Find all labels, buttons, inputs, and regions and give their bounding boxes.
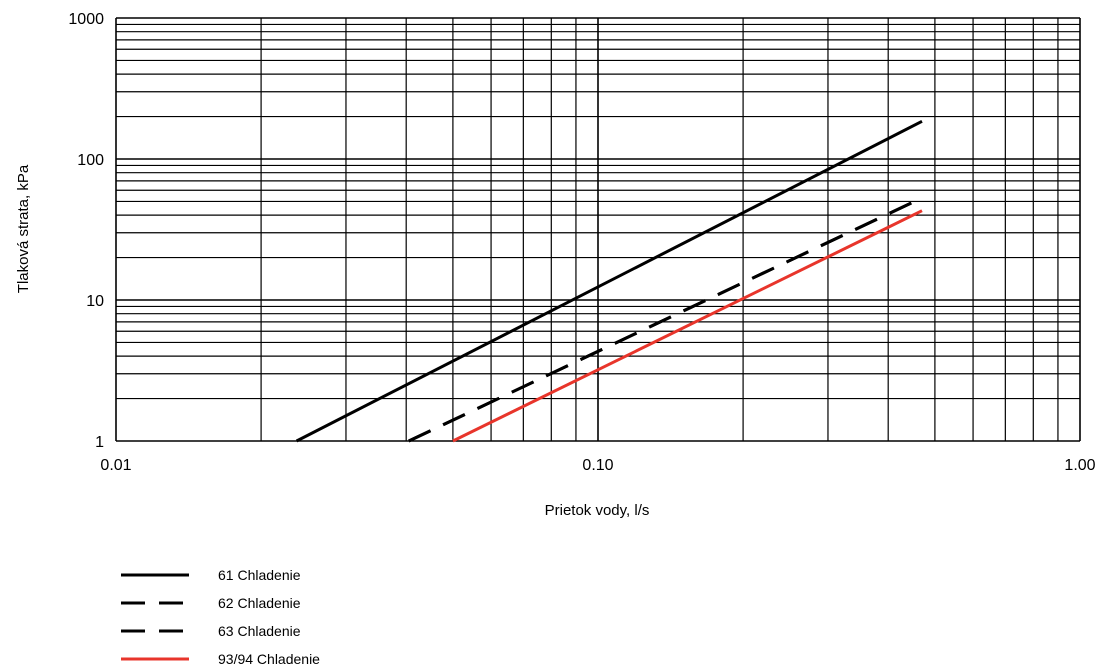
legend-label: 61 Chladenie — [218, 567, 301, 583]
legend-label: 63 Chladenie — [218, 623, 301, 639]
x-tick-label: 1.00 — [1064, 457, 1095, 474]
x-tick-labels: 0.01 0.10 1.00 — [100, 457, 1095, 474]
y-tick-label: 100 — [77, 152, 104, 169]
y-tick-label: 10 — [86, 293, 104, 310]
series-line-1 — [295, 119, 923, 443]
y-tick-labels: 1 10 100 1000 — [68, 11, 104, 451]
legend-item: 63 Chladenie — [121, 623, 301, 639]
series-line-4 — [452, 209, 923, 443]
legend-label: 62 Chladenie — [218, 595, 301, 611]
series-line-3 — [408, 196, 923, 443]
legend-item: 62 Chladenie — [121, 595, 301, 611]
y-tick-label: 1 — [95, 434, 104, 451]
x-axis-title: Prietok vody, l/s — [545, 502, 650, 519]
series-lines — [295, 119, 923, 443]
x-tick-label: 0.10 — [582, 457, 613, 474]
legend-item: 93/94 Chladenie — [121, 651, 320, 665]
major-gridlines — [115, 17, 1081, 442]
legend: 61 Chladenie 62 Chladenie 63 Chladenie 93/9… — [121, 567, 320, 665]
x-tick-label: 0.01 — [100, 457, 131, 474]
legend-item: 61 Chladenie — [121, 567, 301, 583]
y-tick-label: 1000 — [68, 11, 104, 28]
legend-label: 93/94 Chladenie — [218, 651, 320, 665]
y-axis-title: Tlaková strata, kPa — [15, 164, 32, 293]
